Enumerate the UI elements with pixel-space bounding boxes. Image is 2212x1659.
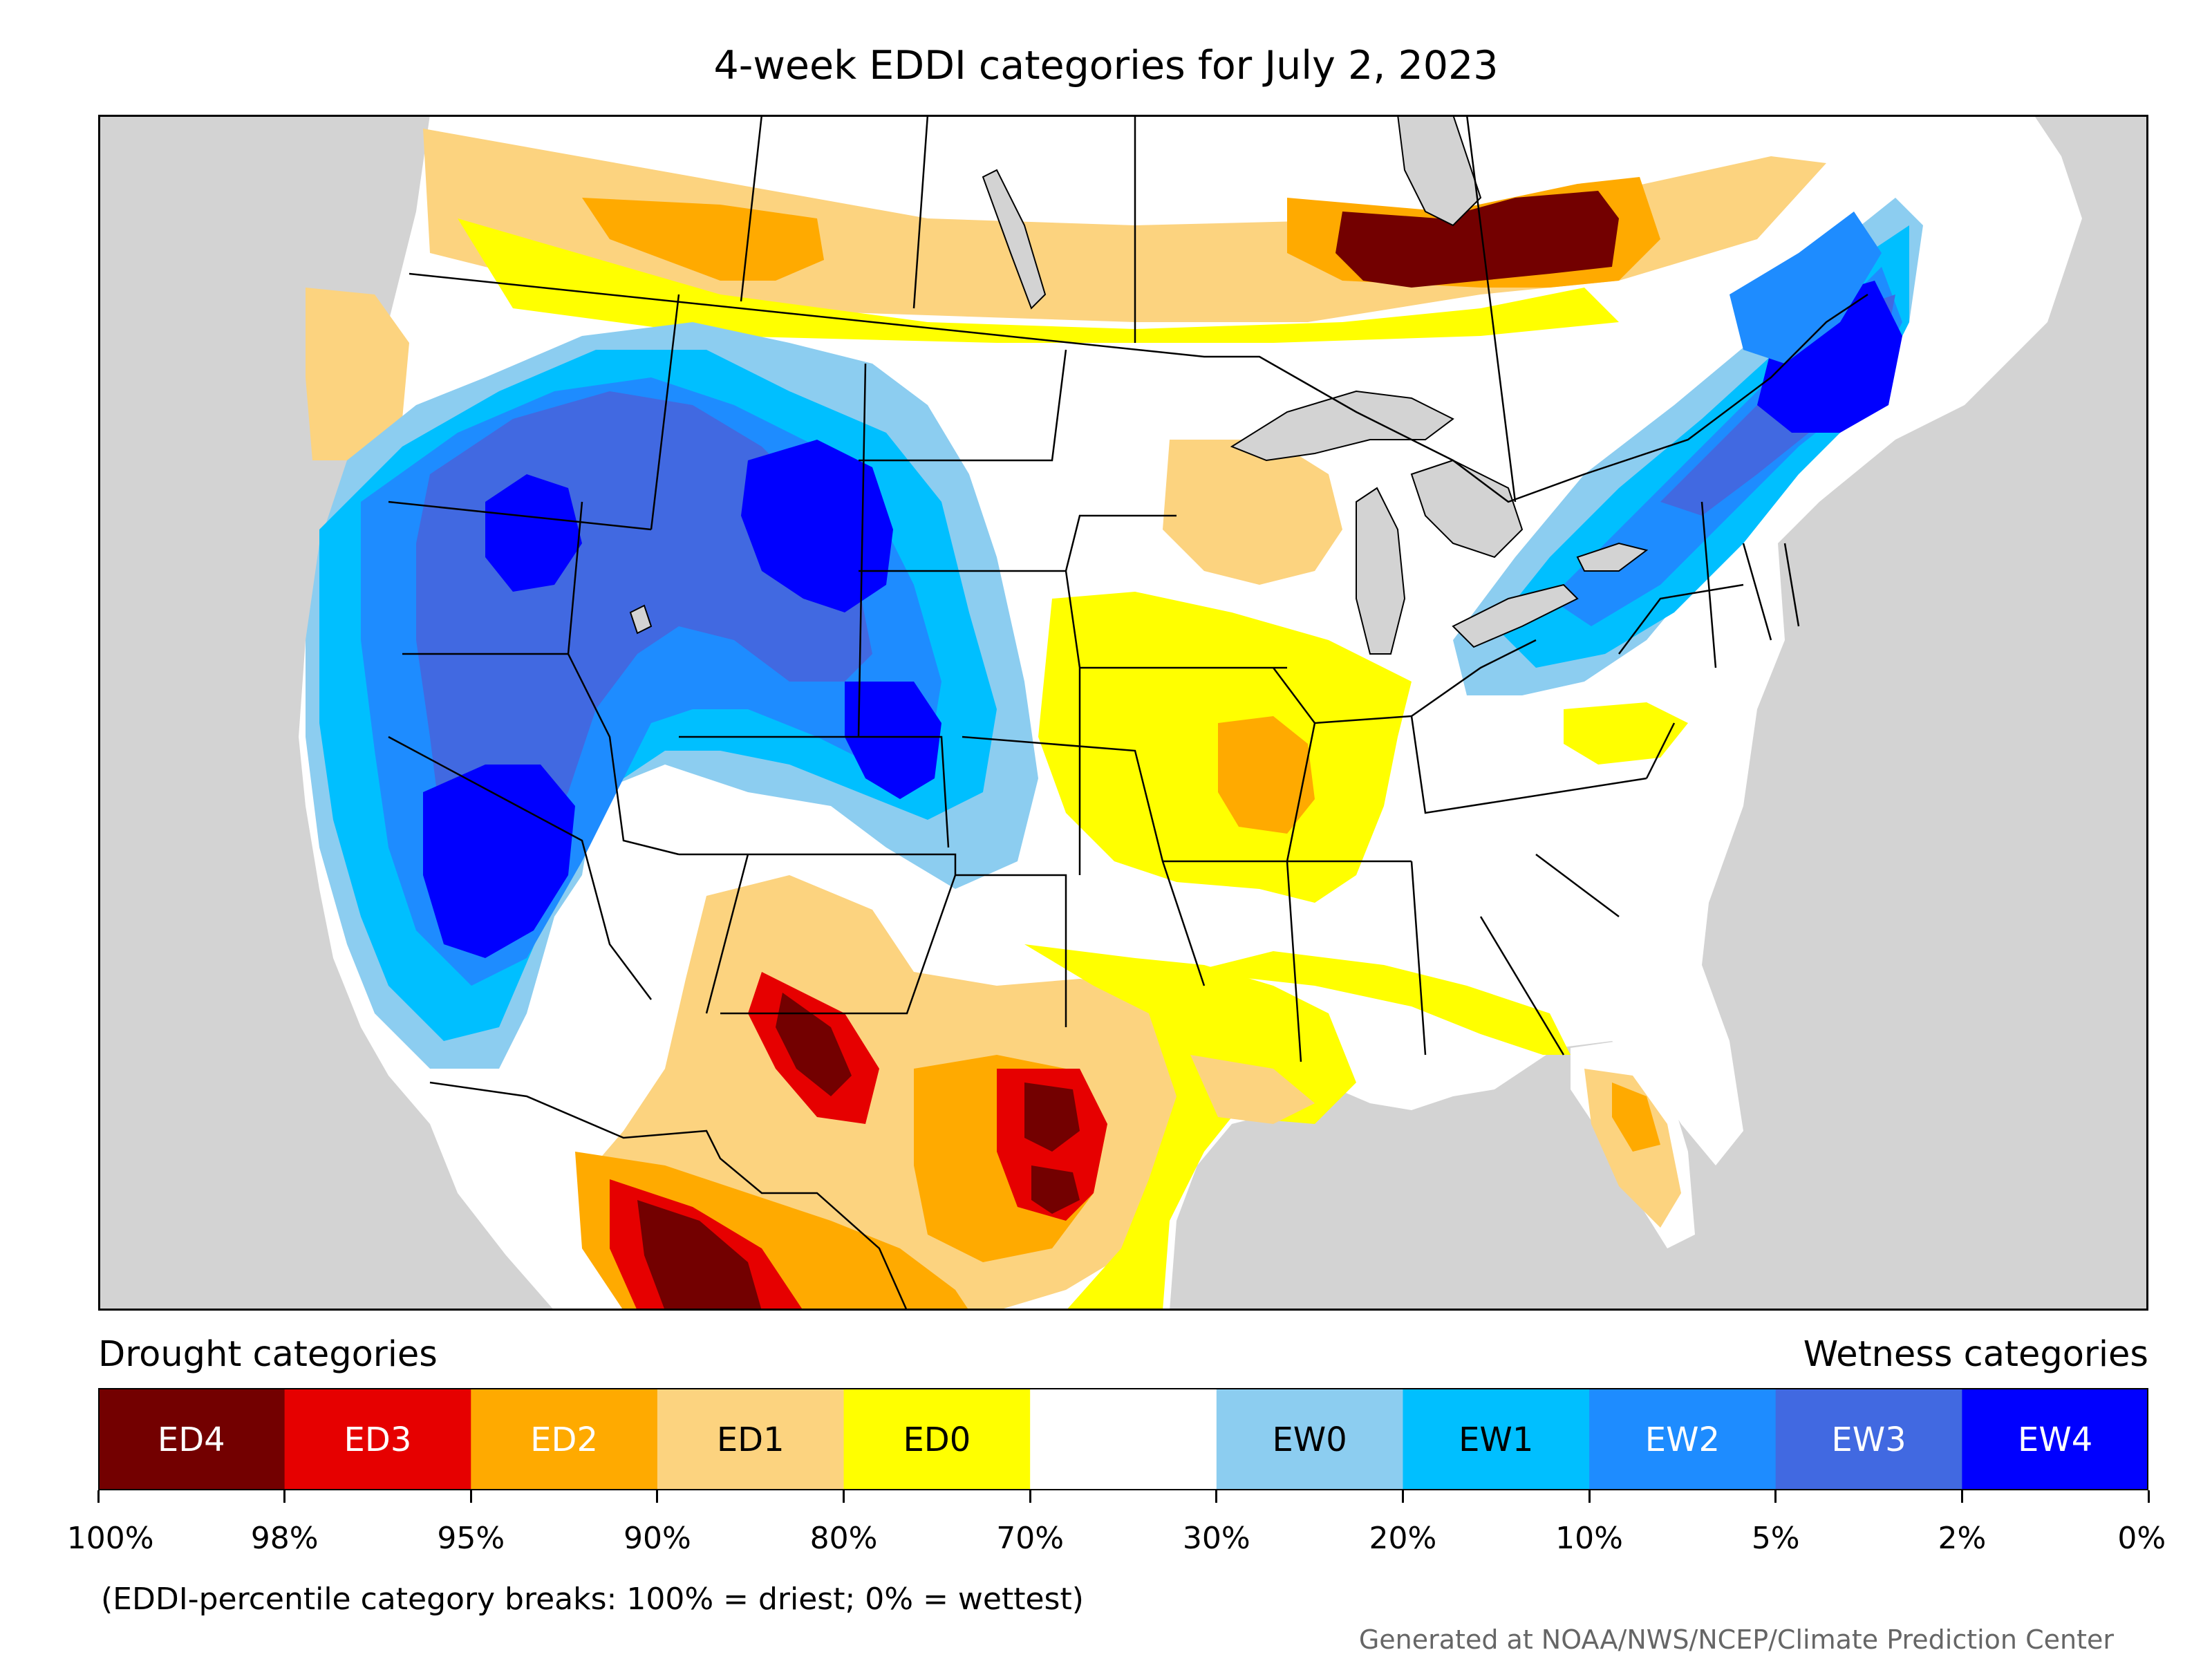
california-nevada-extreme-wetness — [423, 765, 575, 958]
canada-east-ew2 — [1730, 212, 1882, 364]
water-bodies — [629, 115, 1649, 655]
legend-label-ew0: EW0 — [1272, 1421, 1347, 1459]
legend-label-ew3: EW3 — [1831, 1421, 1906, 1459]
legend-swatch-ew1 — [1403, 1388, 1590, 1490]
colorbar-tick-label: 80% — [809, 1521, 878, 1556]
east-texas-extreme-drought — [1024, 1082, 1080, 1214]
canada-ed0-band — [458, 218, 1619, 343]
legend-label-ed3: ED3 — [344, 1421, 412, 1459]
colorbar-tick-label: 100% — [66, 1521, 154, 1556]
colorbar-tick-label: 90% — [624, 1521, 691, 1556]
great-salt-lake — [629, 604, 653, 635]
lake-superior — [1230, 390, 1454, 462]
colorbar-tick-label: 5% — [1751, 1521, 1800, 1556]
wetness-categories-heading: Wetness categories — [1803, 1334, 2148, 1375]
colorbar-tick-mark — [1401, 1490, 1404, 1503]
legend-swatch-ew3 — [1775, 1388, 1962, 1490]
colorbar-tick-mark — [1960, 1490, 1963, 1503]
state-borders — [388, 294, 1800, 1062]
legend-label-ed0: ED0 — [903, 1421, 971, 1459]
colorbar-tick-label: 2% — [1938, 1521, 1987, 1556]
lake-winnipeg — [982, 169, 1047, 310]
canada-prairies-ed2 — [582, 198, 824, 281]
legend-swatch-ed3 — [284, 1388, 471, 1490]
colorbar-tick-label: 30% — [1182, 1521, 1250, 1556]
us-mexico-border — [429, 1081, 908, 1311]
credit-line: Generated at NOAA/NWS/NCEP/Climate Predi… — [1358, 1624, 2114, 1655]
colorbar-tick-mark — [469, 1490, 472, 1503]
colorbar-tick-mark — [1774, 1490, 1777, 1503]
drought-categories-heading: Drought categories — [98, 1334, 438, 1375]
colorbar-tick-mark — [2147, 1490, 2150, 1503]
legend-colorbar: ED4 ED3 ED2 ED1 ED0 EW0 EW1 EW2 EW3 EW4 — [98, 1388, 2148, 1490]
map-frame — [98, 115, 2148, 1311]
louisiana-ed1 — [1190, 1055, 1315, 1124]
legend-label-ed4: ED4 — [158, 1421, 225, 1459]
colorbar-tick-label: 0% — [2117, 1521, 2166, 1556]
wyoming-extreme-wetness — [741, 440, 893, 612]
colorbar-tick-label: 20% — [1369, 1521, 1437, 1556]
virginia-ed0 — [1564, 702, 1688, 765]
big-bend-extreme-drought — [776, 993, 852, 1096]
colorbar-tick-label: 70% — [996, 1521, 1065, 1556]
gulf-coast-ed0 — [1190, 951, 1571, 1055]
percentile-note: (EDDI-percentile category breaks: 100% =… — [101, 1582, 1084, 1617]
legend-label-ed1: ED1 — [717, 1421, 785, 1459]
lake-erie — [1452, 583, 1579, 648]
colorbar-tick-mark — [97, 1490, 100, 1503]
colorbar-tick-mark — [1215, 1490, 1218, 1503]
legend-swatch-ed0 — [843, 1388, 1031, 1490]
florida-ed2 — [1612, 1082, 1660, 1152]
ontario-ed4 — [1335, 191, 1619, 288]
colorbar-tick-label: 98% — [250, 1521, 319, 1556]
new-england-extreme-wetness — [1757, 281, 1902, 433]
legend-label-ed2: ED2 — [530, 1421, 598, 1459]
legend-swatch-ed4 — [98, 1388, 285, 1490]
legend-label-ew2: EW2 — [1645, 1421, 1720, 1459]
canada-province-borders — [740, 115, 1517, 503]
political-borders — [388, 115, 1868, 1311]
legend-swatch-ew0 — [1216, 1388, 1403, 1490]
missouri-ed2 — [1218, 716, 1315, 834]
colorbar-tick-label: 95% — [437, 1521, 505, 1556]
colorbar-frame — [98, 1388, 2148, 1490]
legend-swatch-ed2 — [471, 1388, 658, 1490]
mexico-extreme-drought — [637, 1200, 762, 1311]
colorbar-tick-mark — [283, 1490, 286, 1503]
legend-swatch-normal — [1030, 1388, 1217, 1490]
baja-land — [485, 1048, 610, 1311]
legend-swatch-ed1 — [657, 1388, 845, 1490]
lake-ontario — [1576, 542, 1649, 572]
pacific-nw-ed1 — [306, 288, 409, 460]
eddi-map — [98, 115, 2148, 1311]
hudson-bay — [1396, 115, 1482, 227]
legend-label-ew4: EW4 — [2018, 1421, 2092, 1459]
colorbar-tick-mark — [1588, 1490, 1591, 1503]
idaho-oregon-extreme-wetness — [485, 474, 582, 592]
colorbar-tick-mark — [843, 1490, 845, 1503]
lake-huron — [1410, 459, 1524, 559]
legend-swatch-ew2 — [1589, 1388, 1777, 1490]
colorbar-tick-label: 10% — [1555, 1521, 1623, 1556]
map-title: 4-week EDDI categories for July 2, 2023 — [713, 43, 1499, 88]
colorbar-tick-mark — [1029, 1490, 1031, 1503]
colorbar-tick-mark — [656, 1490, 659, 1503]
us-canada-border — [409, 272, 1868, 503]
colorado-extreme-wetness — [845, 682, 941, 799]
legend-label-ew1: EW1 — [1459, 1421, 1533, 1459]
texas-ed0 — [1024, 944, 1356, 1311]
wetness-regions — [306, 198, 1923, 1069]
lake-michigan — [1356, 487, 1406, 655]
legend-swatch-ew4 — [1962, 1388, 2148, 1490]
drought-regions — [306, 129, 1826, 1311]
great-lakes-ed1 — [1163, 440, 1342, 585]
